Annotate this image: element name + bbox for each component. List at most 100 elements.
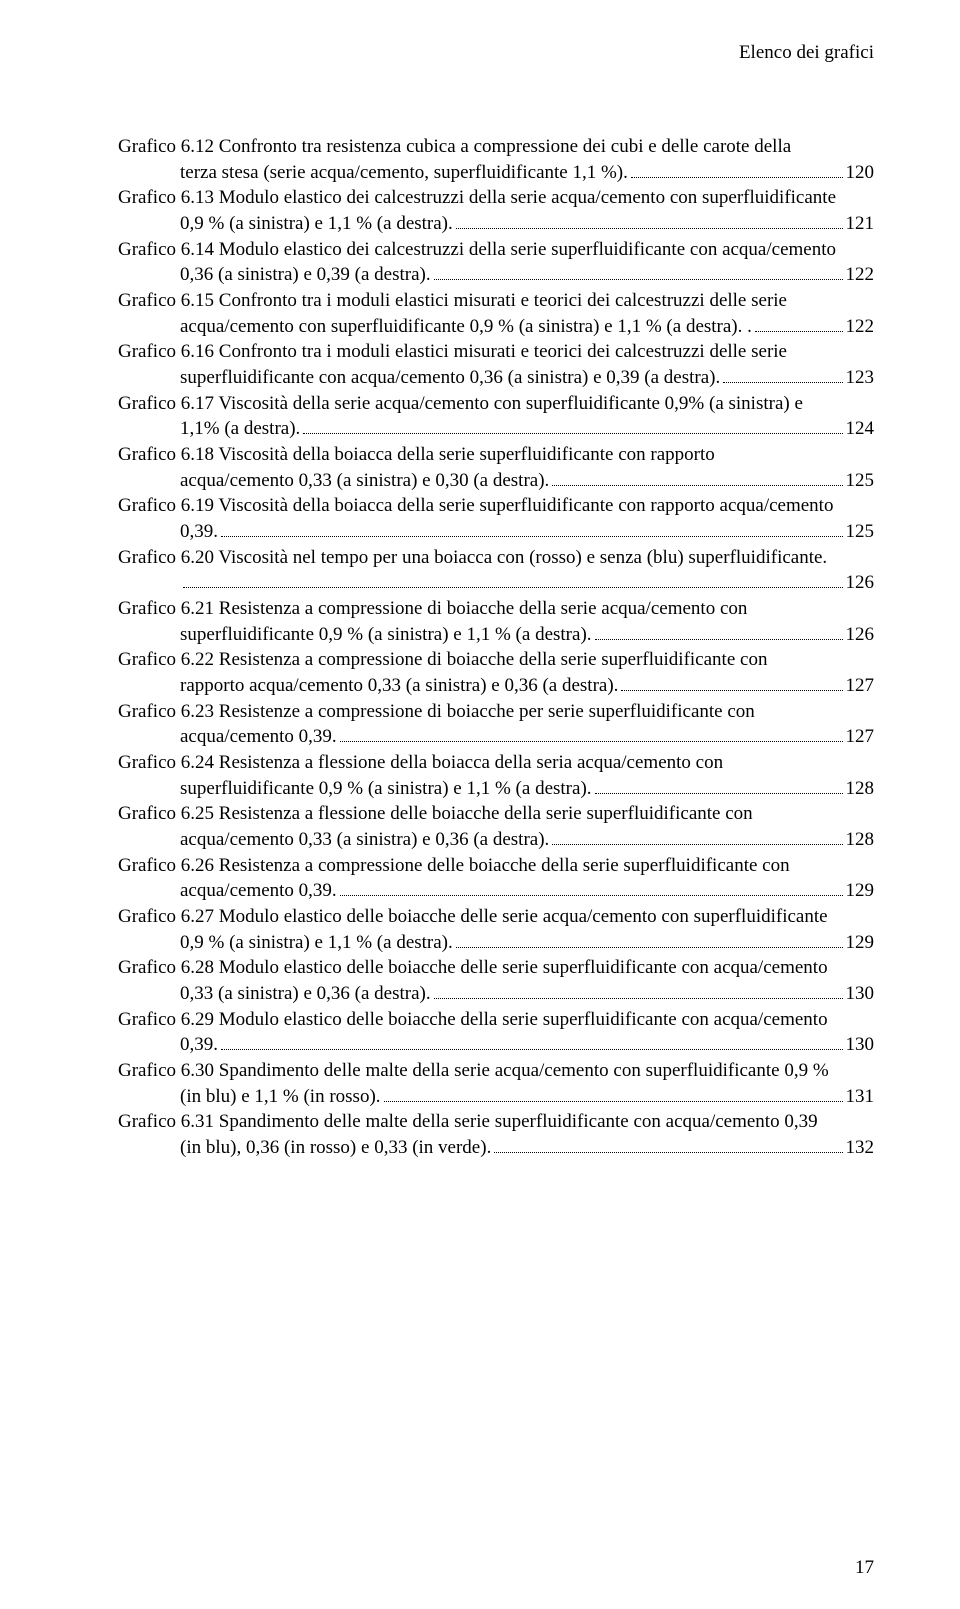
toc-entry-line2: 126 [118,570,874,596]
toc-dots [755,314,843,332]
toc-entry-line2: superfluidificante 0,9 % (a sinistra) e … [118,776,874,802]
toc-entry: Grafico 6.23 Resistenze a compressione d… [118,699,874,750]
toc-entry-line2: (in blu) e 1,1 % (in rosso). 131 [118,1084,874,1110]
toc-entry-line2: acqua/cemento 0,33 (a sinistra) e 0,30 (… [118,468,874,494]
toc-entry-line2: terza stesa (serie acqua/cemento, superf… [118,160,874,186]
toc-entry-line2: 1,1% (a destra). 124 [118,416,874,442]
toc-entry-page: 132 [846,1135,875,1161]
toc-dots [340,724,843,742]
toc-dots [340,878,843,896]
toc-entry-page: 130 [846,981,875,1007]
toc-dots [552,827,842,845]
toc-entry-desc2: acqua/cemento con superfluidificante 0,9… [180,314,752,340]
toc-entry-line1: Grafico 6.15 Confronto tra i moduli elas… [118,288,874,314]
toc-dots [456,930,843,948]
toc-entry: Grafico 6.15 Confronto tra i moduli elas… [118,288,874,339]
toc-entry: Grafico 6.13 Modulo elastico dei calcest… [118,185,874,236]
toc-entry-desc2: superfluidificante con acqua/cemento 0,3… [180,365,720,391]
toc-dots [183,570,843,588]
toc-entry-line1: Grafico 6.24 Resistenza a flessione dell… [118,750,874,776]
toc-entry-desc2: 0,39. [180,519,218,545]
toc-entry-page: 125 [846,468,875,494]
toc-entry: Grafico 6.20 Viscosità nel tempo per una… [118,545,874,596]
toc-entry-desc2: 1,1% (a destra). [180,416,300,442]
document-page: Elenco dei grafici Grafico 6.12 Confront… [0,0,960,1609]
toc-entry-page: 129 [846,930,875,956]
toc-entry: Grafico 6.12 Confronto tra resistenza cu… [118,134,874,185]
toc-dots [434,981,843,999]
toc-entry-desc2: 0,39. [180,1032,218,1058]
toc-dots [631,160,843,178]
toc-dots [494,1135,842,1153]
page-header: Elenco dei grafici [118,42,874,64]
toc-entry-desc2: acqua/cemento 0,33 (a sinistra) e 0,36 (… [180,827,549,853]
toc-entry-line1: Grafico 6.18 Viscosità della boiacca del… [118,442,874,468]
toc-entry: Grafico 6.25 Resistenza a flessione dell… [118,801,874,852]
toc-entry-page: 122 [846,262,875,288]
toc-dots [456,211,843,229]
toc-entry: Grafico 6.19 Viscosità della boiacca del… [118,493,874,544]
toc-entry-page: 125 [846,519,875,545]
toc-entry-line2: 0,9 % (a sinistra) e 1,1 % (a destra). 1… [118,211,874,237]
toc-entry-page: 128 [846,776,875,802]
toc-entry-page: 122 [846,314,875,340]
toc-entry-page: 130 [846,1032,875,1058]
toc-entry-page: 121 [846,211,875,237]
toc-entry-desc2: superfluidificante 0,9 % (a sinistra) e … [180,776,592,802]
toc-entry-line2: 0,33 (a sinistra) e 0,36 (a destra). 130 [118,981,874,1007]
toc-entry-line1: Grafico 6.28 Modulo elastico delle boiac… [118,955,874,981]
toc-entry-desc2: 0,36 (a sinistra) e 0,39 (a destra). [180,262,431,288]
toc-entry-page: 124 [846,416,875,442]
toc-entry: Grafico 6.29 Modulo elastico delle boiac… [118,1007,874,1058]
toc-entry: Grafico 6.31 Spandimento delle malte del… [118,1109,874,1160]
toc-list: Grafico 6.12 Confronto tra resistenza cu… [118,134,874,1161]
toc-entry: Grafico 6.16 Confronto tra i moduli elas… [118,339,874,390]
toc-entry-line2: 0,36 (a sinistra) e 0,39 (a destra). 122 [118,262,874,288]
toc-entry-line1: Grafico 6.25 Resistenza a flessione dell… [118,801,874,827]
toc-entry-line1: Grafico 6.29 Modulo elastico delle boiac… [118,1007,874,1033]
toc-entry-desc2: (in blu), 0,36 (in rosso) e 0,33 (in ver… [180,1135,491,1161]
toc-entry: Grafico 6.27 Modulo elastico delle boiac… [118,904,874,955]
toc-dots [595,622,843,640]
toc-dots [434,262,843,280]
toc-entry-desc2: rapporto acqua/cemento 0,33 (a sinistra)… [180,673,618,699]
toc-entry-line1: Grafico 6.17 Viscosità della serie acqua… [118,391,874,417]
toc-entry-page: 129 [846,878,875,904]
toc-entry-line1: Grafico 6.30 Spandimento delle malte del… [118,1058,874,1084]
toc-entry: Grafico 6.22 Resistenza a compressione d… [118,647,874,698]
toc-entry-line2: superfluidificante con acqua/cemento 0,3… [118,365,874,391]
toc-dots [621,673,842,691]
toc-entry-line2: acqua/cemento 0,39. 129 [118,878,874,904]
toc-entry-desc2: acqua/cemento 0,39. [180,724,337,750]
toc-entry-line1: Grafico 6.20 Viscosità nel tempo per una… [118,545,874,571]
toc-entry-line2: (in blu), 0,36 (in rosso) e 0,33 (in ver… [118,1135,874,1161]
toc-entry-line1: Grafico 6.12 Confronto tra resistenza cu… [118,134,874,160]
toc-dots [552,468,842,486]
toc-entry-line2: superfluidificante 0,9 % (a sinistra) e … [118,622,874,648]
toc-entry-desc2: 0,9 % (a sinistra) e 1,1 % (a destra). [180,930,453,956]
toc-entry-desc2: (in blu) e 1,1 % (in rosso). [180,1084,381,1110]
toc-entry: Grafico 6.21 Resistenza a compressione d… [118,596,874,647]
toc-entry-desc2: terza stesa (serie acqua/cemento, superf… [180,160,628,186]
toc-entry: Grafico 6.28 Modulo elastico delle boiac… [118,955,874,1006]
toc-entry-line2: 0,39. 130 [118,1032,874,1058]
toc-entry-page: 131 [846,1084,875,1110]
toc-entry-line1: Grafico 6.16 Confronto tra i moduli elas… [118,339,874,365]
toc-entry: Grafico 6.26 Resistenza a compressione d… [118,853,874,904]
toc-entry-line2: acqua/cemento 0,33 (a sinistra) e 0,36 (… [118,827,874,853]
toc-entry-line1: Grafico 6.31 Spandimento delle malte del… [118,1109,874,1135]
toc-entry-desc2: superfluidificante 0,9 % (a sinistra) e … [180,622,592,648]
toc-entry-line2: 0,39. 125 [118,519,874,545]
toc-entry: Grafico 6.18 Viscosità della boiacca del… [118,442,874,493]
toc-entry-line1: Grafico 6.21 Resistenza a compressione d… [118,596,874,622]
toc-entry-page: 128 [846,827,875,853]
toc-entry-line1: Grafico 6.22 Resistenza a compressione d… [118,647,874,673]
toc-entry-desc2: 0,33 (a sinistra) e 0,36 (a destra). [180,981,431,1007]
toc-entry: Grafico 6.14 Modulo elastico dei calcest… [118,237,874,288]
toc-entry-page: 126 [846,570,875,596]
toc-entry-desc2: acqua/cemento 0,39. [180,878,337,904]
toc-entry-page: 123 [846,365,875,391]
toc-entry: Grafico 6.30 Spandimento delle malte del… [118,1058,874,1109]
toc-entry-line1: Grafico 6.13 Modulo elastico dei calcest… [118,185,874,211]
toc-dots [303,416,842,434]
